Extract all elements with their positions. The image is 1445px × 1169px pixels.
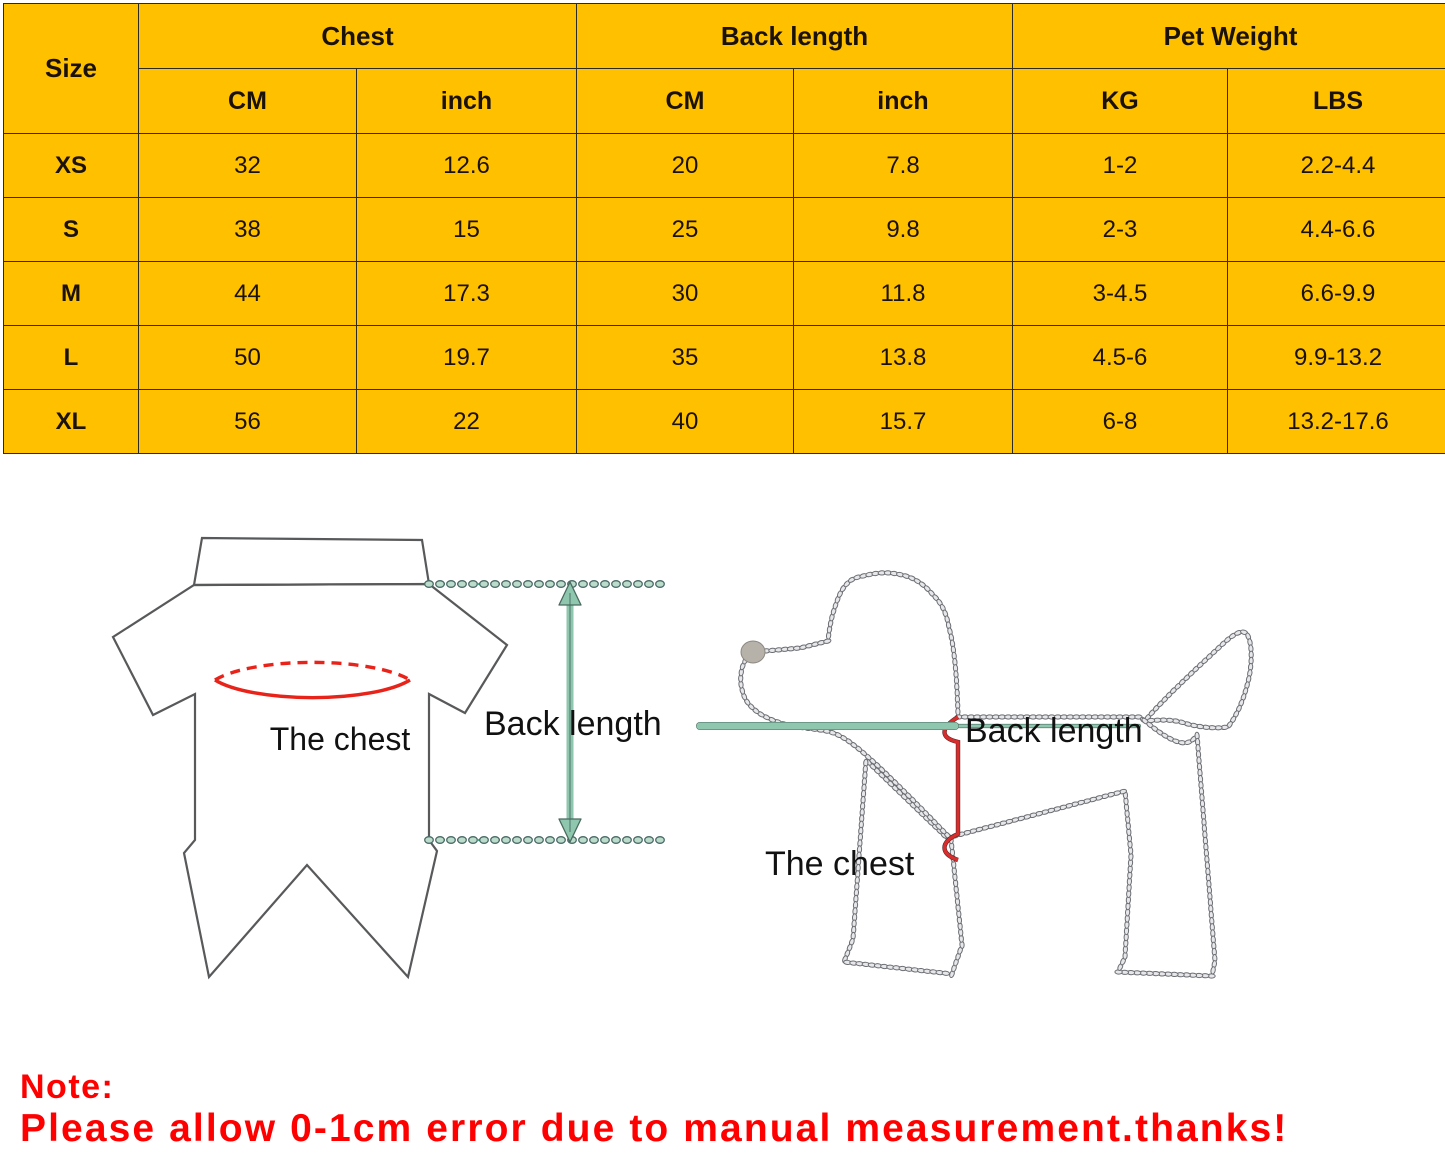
svg-text:The chest: The chest bbox=[765, 845, 915, 883]
svg-text:Back length: Back length bbox=[484, 705, 662, 743]
svg-text:Back length: Back length bbox=[965, 712, 1143, 750]
svg-text:The chest: The chest bbox=[270, 721, 411, 757]
